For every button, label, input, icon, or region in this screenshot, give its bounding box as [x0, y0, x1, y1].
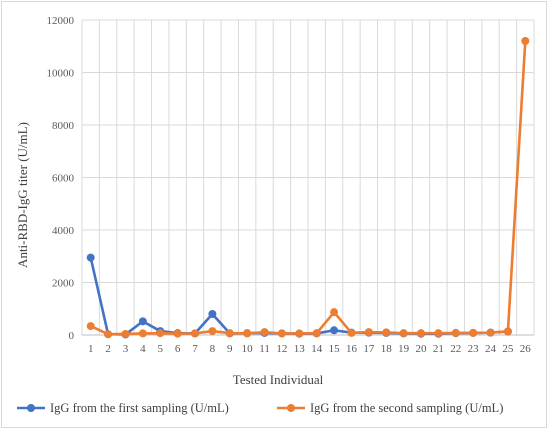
y-tick-label: 0 — [69, 330, 75, 342]
data-point — [191, 329, 199, 338]
y-tick-label: 12000 — [47, 15, 75, 27]
x-tick-label: 12 — [276, 343, 287, 355]
series-1 — [86, 253, 512, 339]
data-point — [260, 328, 269, 337]
legend-swatch-marker — [27, 404, 35, 412]
data-point — [104, 330, 113, 339]
data-point — [382, 328, 391, 337]
x-tick-labels: 1 2 3 4 5 6 7 8 9 10 11 12 13 14 15 16 17 18 19 20 21 22 23 24 2… — [88, 343, 531, 355]
data-point — [295, 329, 304, 338]
data-point — [208, 327, 217, 336]
data-point — [469, 328, 478, 337]
data-point — [312, 329, 321, 338]
y-tick-label: 2000 — [52, 278, 75, 290]
x-tick-label: 21 — [433, 343, 444, 355]
x-tick-label: 14 — [311, 343, 323, 355]
y-tick-label: 10000 — [47, 68, 75, 80]
data-point — [451, 328, 460, 337]
y-tick-label: 8000 — [52, 120, 75, 132]
series-layer — [86, 37, 530, 339]
x-tick-label: 17 — [363, 343, 375, 355]
data-point — [173, 329, 182, 338]
x-tick-label: 22 — [450, 343, 461, 355]
y-axis-title: Anti-RBD-IgG titer (U/mL) — [15, 122, 30, 268]
x-tick-label: 18 — [381, 343, 393, 355]
x-tick-label: 19 — [398, 343, 410, 355]
legend-item-1: IgG from the first sampling (U/mL) — [17, 401, 229, 415]
x-tick-label: 11 — [259, 343, 270, 355]
x-tick-label: 5 — [157, 343, 163, 355]
data-point — [486, 328, 495, 337]
grid-lines — [81, 19, 535, 335]
data-point — [434, 329, 443, 338]
legend-label: IgG from the second sampling (U/mL) — [310, 401, 503, 415]
x-tick-label: 13 — [294, 343, 306, 355]
x-tick-label: 3 — [123, 343, 129, 355]
x-tick-label: 16 — [346, 343, 358, 355]
y-tick-label: 6000 — [52, 173, 75, 185]
x-tick-label: 26 — [520, 343, 532, 355]
x-tick-label: 2 — [105, 343, 111, 355]
data-point — [86, 322, 95, 331]
x-tick-label: 9 — [227, 343, 233, 355]
data-point — [243, 329, 252, 338]
x-axis-title: Tested Individual — [233, 372, 324, 387]
data-point — [417, 329, 425, 338]
x-tick-label: 8 — [210, 343, 216, 355]
data-point — [347, 328, 356, 337]
data-point — [156, 329, 165, 338]
data-point — [521, 37, 530, 45]
y-tick-labels: 0 2000 4000 6000 8000 10000 12000 — [47, 15, 75, 342]
x-tick-label: 6 — [175, 343, 181, 355]
data-point — [399, 329, 408, 338]
y-tick-label: 4000 — [52, 225, 75, 237]
x-tick-label: 24 — [485, 343, 497, 355]
data-point — [86, 253, 95, 262]
series-line — [89, 257, 509, 336]
data-point — [330, 326, 339, 335]
x-tick-label: 23 — [468, 343, 480, 355]
x-tick-label: 1 — [88, 343, 94, 355]
x-tick-label: 20 — [416, 343, 428, 355]
data-point — [364, 328, 373, 337]
data-point — [225, 329, 234, 338]
series-2 — [86, 37, 530, 339]
legend-swatch-marker — [287, 404, 295, 412]
x-tick-label: 15 — [329, 343, 341, 355]
data-point — [208, 310, 217, 318]
data-point — [330, 308, 339, 317]
x-tick-label: 10 — [242, 343, 254, 355]
legend-label: IgG from the first sampling (U/mL) — [50, 401, 229, 415]
legend-item-2: IgG from the second sampling (U/mL) — [277, 401, 503, 415]
data-point — [277, 329, 286, 338]
x-tick-label: 25 — [502, 343, 514, 355]
data-point — [138, 329, 147, 338]
data-point — [503, 327, 512, 336]
x-tick-label: 7 — [192, 343, 198, 355]
data-point — [121, 329, 130, 338]
x-tick-label: 4 — [140, 343, 146, 355]
legend: IgG from the first sampling (U/mL) IgG fr… — [17, 401, 503, 415]
data-point — [138, 317, 147, 326]
